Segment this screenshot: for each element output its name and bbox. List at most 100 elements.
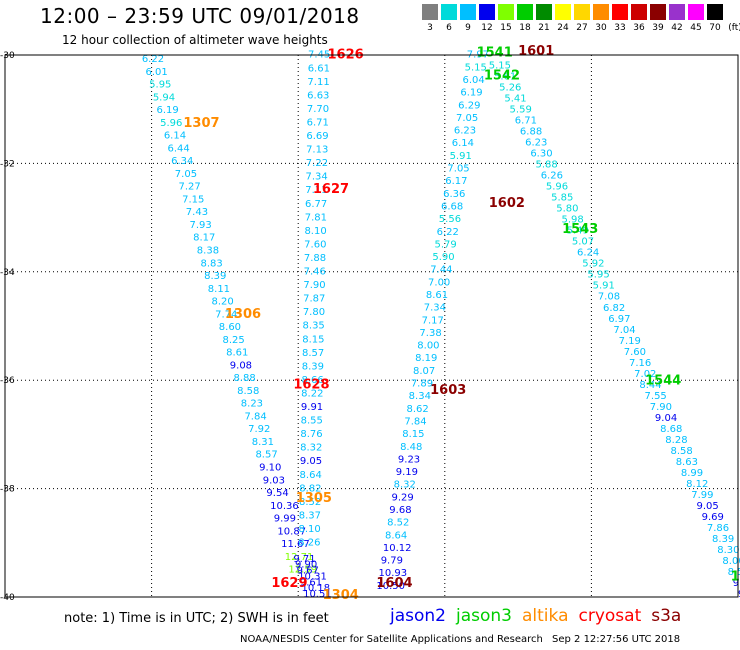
pass-time-label: 1627 [313,182,349,197]
wave-height-value: 5.91 [450,151,472,162]
legend-bin-label: 18 [519,23,531,33]
wave-height-value: 6.23 [454,126,476,137]
wave-height-value: 7.89 [411,379,433,390]
wave-height-value: 8.26 [298,538,320,549]
wave-height-value: 7.11 [305,185,327,196]
wave-height-value: 8.23 [241,399,263,410]
wave-height-value: 7.04 [613,325,635,336]
pass-time-label: 1307 [183,116,219,131]
wave-height-value: 7.22 [306,158,328,169]
legend-swatch [441,4,457,20]
satellite-name: s3a [651,606,682,626]
wave-height-value: 5.07 [572,237,594,248]
wave-height-value: 10.51 [303,589,332,600]
wave-height-value: 9.08 [230,360,252,371]
wave-height-value: 7.13 [306,145,328,156]
wave-height-value: 7.90 [650,402,672,413]
wave-height-value: 6.69 [306,131,328,142]
pass-time-label: 1601 [518,44,554,59]
wave-height-value: 9.67 [297,566,319,577]
wave-height-value: 8.12 [686,479,708,490]
map-title: 12:00 – 23:59 UTC 09/01/2018 [40,4,360,28]
legend-swatch [422,4,438,20]
wave-height-value: 6.34 [171,156,193,167]
wave-height-value: 6.22 [142,54,164,65]
legend-bin-label: 36 [633,23,645,33]
wave-height-value: 6.24 [577,248,599,259]
legend-swatch [498,4,514,20]
wave-height-value: 8.99 [681,468,703,479]
wave-height-value: 5.79 [435,239,457,250]
wave-height-value: 6.36 [443,189,465,200]
wave-height-value: 9.05 [300,456,322,467]
legend-swatch [707,4,723,20]
legend-swatch [536,4,552,20]
wave-height-value: 7.34 [424,303,446,314]
wave-height-value: 8.64 [300,470,322,481]
wave-height-value: 8.82 [299,483,321,494]
wave-height-value: 8.20 [211,297,233,308]
wave-height-value: 7.60 [304,239,326,250]
legend-bin-label: 24 [557,23,569,33]
legend-unit: (ft) [728,23,740,33]
wave-height-value: 7.15 [182,194,204,205]
wave-height-value: 9.91 [301,402,323,413]
pass-time-label: 15 [731,570,740,585]
wave-height-value: 9.72 [733,578,740,589]
wave-height-value: 8.15 [402,429,424,440]
wave-height-value: 8.10 [298,524,320,535]
wave-height-map: -105-102-99-96-93-90-30-32-34-36-38-40 6… [0,44,740,600]
wave-height-value: 7.44 [430,265,452,276]
wave-height-value: 8.32 [394,480,416,491]
wave-height-value: 9.54 [266,488,288,499]
wave-height-value: 6.19 [156,105,178,116]
legend-bin-label: 45 [690,23,702,33]
wave-height-value: 7.16 [629,358,651,369]
legend-bin-label: 21 [538,23,550,33]
wave-height-value: 9.04 [655,413,677,424]
wave-height-value: 10.18 [301,583,330,594]
legend-bin-label: 3 [427,23,433,33]
legend-bin-label: 27 [576,23,588,33]
wave-height-value: 12.71 [285,552,314,563]
wave-height-value: 8.35 [303,321,325,332]
wave-height-value: 5.26 [499,83,521,94]
wave-height-value: 8.07 [413,366,435,377]
wave-height-value: 5.41 [504,94,526,105]
satellite-legend: jason2 jason3 altika cryosat s3a [390,606,691,626]
wave-height-value: 7.43 [186,207,208,218]
wave-height-value: 7.87 [303,294,325,305]
wave-height-value: 7.00 [428,277,450,288]
wave-height-value: 8.63 [676,457,698,468]
wave-height-value: 5.94 [153,92,175,103]
pass-time-label: 1628 [293,377,329,392]
wave-height-value: 6.71 [515,116,537,127]
wave-height-value: 9.90 [295,560,317,571]
satellite-name: jason3 [456,606,512,626]
wave-height-value: 8.52 [299,497,321,508]
pass-time-label: 1602 [489,196,525,211]
wave-height-value: 9.23 [398,454,420,465]
wave-height-value: 6.97 [608,314,630,325]
legend-swatch [479,4,495,20]
wave-height-value: 6.71 [307,117,329,128]
wave-height-value: 8.57 [302,348,324,359]
wave-height-value: 8.44 [639,380,661,391]
wave-height-value: 6.01 [145,67,167,78]
legend-swatch [574,4,590,20]
wave-height-value: 7.27 [178,182,200,193]
map-frame [4,54,739,598]
wave-height-value: 10.50 [376,581,405,592]
wave-height-value: 8.17 [193,233,215,244]
wave-height-value: 8.32 [300,443,322,454]
wave-height-value: 6.82 [603,303,625,314]
wave-height-value: 8.38 [197,246,219,257]
wave-height-value: 5.88 [536,160,558,171]
wave-height-value: 6.04 [462,75,484,86]
wave-height-value: 10.36 [270,501,299,512]
wave-height-value: 7.81 [305,212,327,223]
wave-height-value: 6.88 [520,127,542,138]
wave-height-value: 8.64 [385,530,407,541]
wave-height-value: 8.19 [415,353,437,364]
legend-swatch [612,4,628,20]
